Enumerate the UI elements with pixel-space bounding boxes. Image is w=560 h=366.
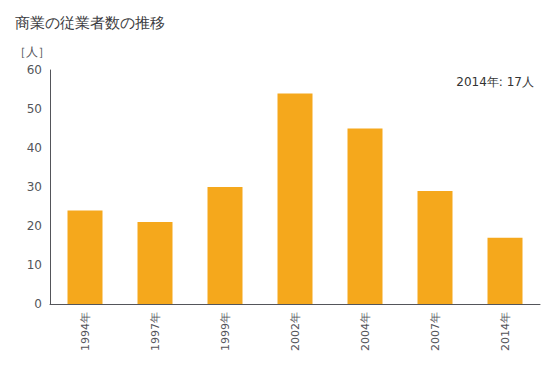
svg-text:50: 50 [27,102,42,116]
svg-text:0: 0 [34,297,42,311]
svg-text:10: 10 [27,258,42,272]
svg-text:20: 20 [27,219,42,233]
svg-text:1994年: 1994年 [79,312,92,351]
svg-text:2004年: 2004年 [359,312,372,351]
svg-text:30: 30 [27,180,42,194]
svg-text:［人］: ［人］ [14,45,50,59]
svg-text:2002年: 2002年 [289,312,302,351]
svg-text:2007年: 2007年 [429,312,442,351]
svg-text:商業の従業者数の推移: 商業の従業者数の推移 [15,14,165,32]
svg-text:1999年: 1999年 [219,312,232,351]
svg-text:40: 40 [27,141,42,155]
svg-text:2014年: 17人: 2014年: 17人 [456,75,534,89]
svg-text:1997年: 1997年 [149,312,162,351]
svg-text:2014年: 2014年 [499,312,512,351]
svg-text:60: 60 [27,63,42,77]
